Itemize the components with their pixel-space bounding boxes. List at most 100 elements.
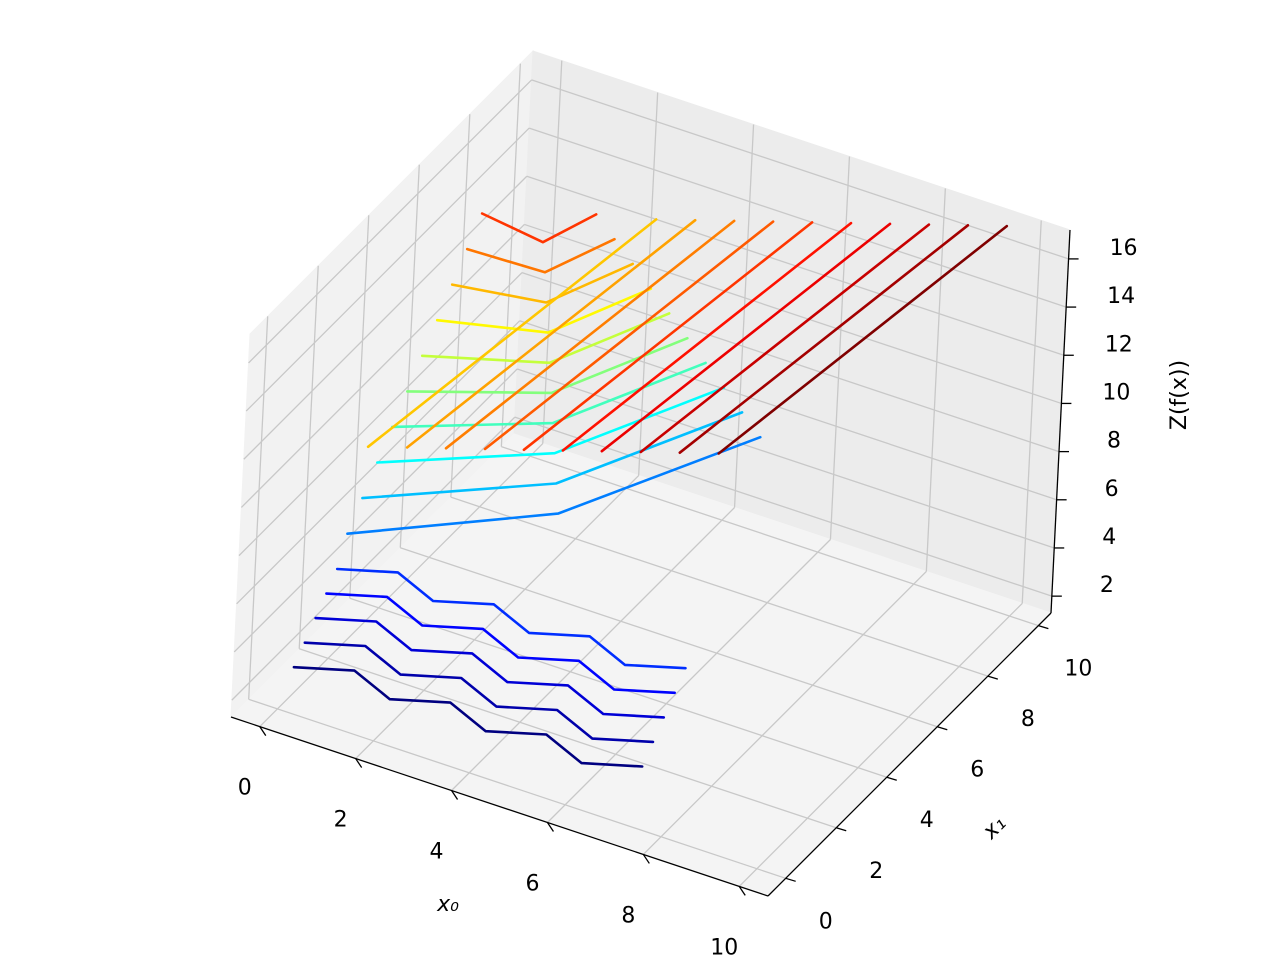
tick-mark [259, 726, 267, 736]
z-tick-label: 16 [1110, 236, 1138, 261]
contour-line [346, 435, 762, 536]
grid-line [450, 114, 471, 498]
y-tick-label: 10 [1064, 657, 1092, 682]
contour-line [325, 592, 677, 695]
x-tick-label: 8 [621, 903, 635, 928]
contour-line [405, 218, 697, 449]
z-tick-label: 4 [1102, 525, 1116, 550]
y-tick-label: 8 [1021, 707, 1035, 732]
tick-mark [738, 886, 746, 896]
contour-line [444, 219, 736, 450]
grid-line [531, 79, 1069, 260]
grid [231, 60, 1069, 887]
grid-line [450, 496, 989, 677]
grid-line [355, 475, 640, 760]
grid-line [514, 416, 1053, 597]
panes [230, 49, 1071, 897]
grid-line [733, 124, 755, 508]
tick-mark [937, 726, 948, 731]
grid-line [243, 175, 528, 460]
grid-line [248, 316, 269, 700]
grid-line [738, 602, 1023, 887]
x-tick-label: 0 [238, 776, 252, 801]
grid-line [829, 156, 851, 540]
grid-line [925, 188, 946, 572]
contour-line [450, 262, 635, 304]
y-tick-label: 4 [920, 808, 934, 833]
contour-line [314, 616, 666, 719]
contour-line [717, 224, 1009, 455]
grid-line [248, 698, 786, 879]
grid-line [400, 547, 938, 728]
grid-line [501, 446, 1039, 627]
x-tick-label: 6 [525, 871, 539, 896]
z-tick-label: 6 [1105, 477, 1119, 502]
axes: 0 2 4 6 8 10 0 2 4 6 8 10 2 4 6 8 10 12 14 16 [230, 229, 1138, 960]
grid-line [638, 92, 659, 476]
x-axis-label: x₀ [436, 892, 459, 917]
grid-line [451, 507, 736, 791]
z-tick-label: 2 [1100, 573, 1114, 598]
y-tick-label: 2 [869, 859, 883, 884]
y-axis-line [767, 612, 1052, 897]
z-tick-label: 10 [1102, 380, 1130, 405]
contour-line [678, 224, 970, 455]
contour-line [561, 221, 853, 452]
grid-line [546, 539, 831, 823]
contour-line [390, 361, 707, 429]
z-axis-label: Z(f(x)) [1167, 360, 1192, 430]
contour-line [292, 665, 644, 768]
contour-line [361, 411, 744, 500]
z-tick-label: 14 [1107, 284, 1135, 309]
grid-line [248, 79, 533, 364]
grid-line [642, 570, 927, 855]
z-tick-label: 12 [1105, 332, 1133, 357]
grid-line [245, 127, 530, 412]
grid-line [399, 164, 420, 548]
contour-line [600, 222, 892, 453]
contour-line [366, 218, 658, 449]
grid-line [298, 265, 319, 649]
grid-line [528, 127, 1067, 308]
grid-line [521, 271, 1060, 453]
grid-line [500, 63, 522, 447]
grid-line [299, 648, 837, 829]
tick-mark [642, 854, 650, 864]
contour-line [335, 567, 687, 670]
contours [292, 212, 1009, 768]
x-axis-line [230, 716, 769, 897]
y-axis-label: x₁ [977, 811, 1011, 845]
grid-line [231, 416, 516, 701]
contour-line [303, 641, 655, 744]
contour-line [435, 287, 653, 334]
y-tick-label: 0 [819, 909, 833, 934]
contour-line [465, 237, 616, 274]
contour-line [375, 386, 726, 464]
tick-mark [987, 675, 999, 680]
z-axis-line [1050, 229, 1071, 614]
tick-mark [785, 877, 796, 882]
x-tick-label: 10 [710, 935, 738, 960]
tick-mark [451, 790, 459, 800]
contour-line [522, 221, 814, 452]
tick-mark [886, 776, 897, 781]
tick-mark [1038, 625, 1049, 630]
contour-line [420, 312, 671, 365]
tick-mark [836, 827, 847, 832]
contour-line [639, 223, 931, 454]
grid-line [542, 60, 563, 444]
tick-mark [355, 758, 363, 768]
x-tick-label: 2 [334, 808, 348, 833]
contour-line [483, 220, 775, 451]
grid-line [259, 443, 544, 728]
grid-line [233, 368, 518, 653]
x-tick-label: 4 [430, 840, 444, 865]
grid-line [238, 272, 523, 557]
z-tick-label: 8 [1107, 429, 1121, 454]
grid-line [517, 368, 1055, 549]
tick-mark [546, 822, 554, 832]
y-tick-label: 6 [970, 758, 984, 783]
grid-line [349, 597, 887, 778]
grid-line [240, 223, 525, 508]
contour-line [480, 212, 598, 244]
